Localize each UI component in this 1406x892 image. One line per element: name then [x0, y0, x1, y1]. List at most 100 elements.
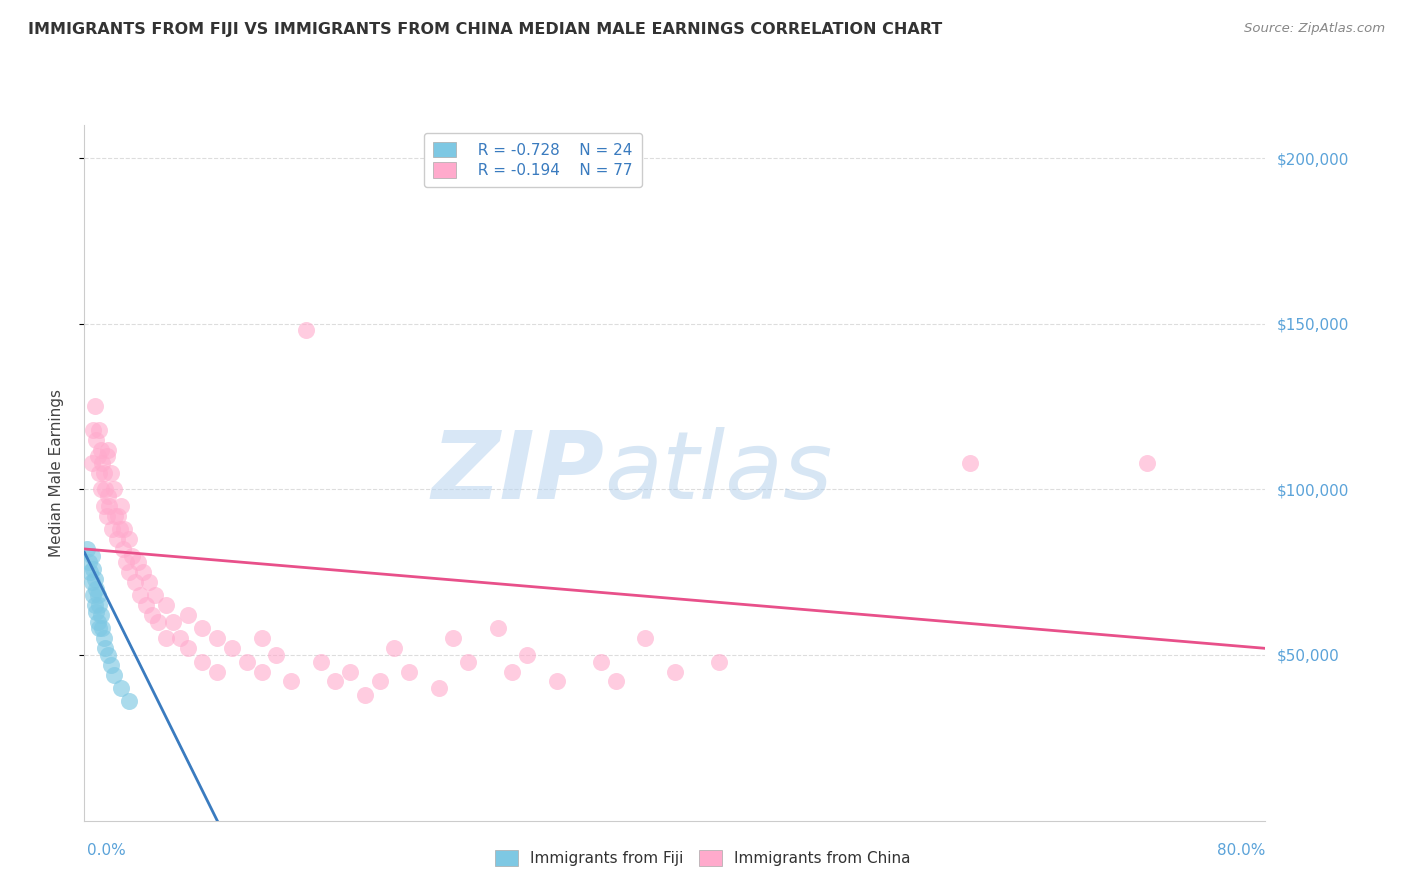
Text: 0.0%: 0.0%: [87, 843, 127, 858]
Point: [250, 632, 273, 646]
Point: [368, 674, 391, 689]
Point: [94, 641, 117, 656]
Point: [93, 499, 115, 513]
Point: [605, 674, 627, 689]
Point: [162, 615, 184, 629]
Point: [295, 323, 318, 337]
Point: [84, 582, 107, 596]
Point: [323, 674, 347, 689]
Point: [191, 655, 214, 669]
Point: [84, 605, 107, 619]
Point: [155, 632, 177, 646]
Point: [93, 466, 115, 480]
Point: [90, 483, 112, 497]
Point: [76, 541, 98, 556]
Point: [398, 665, 420, 679]
Point: [280, 674, 302, 689]
Point: [101, 522, 124, 536]
Point: [112, 522, 135, 536]
Point: [634, 632, 657, 646]
Point: [221, 641, 243, 656]
Point: [82, 423, 104, 437]
Point: [143, 588, 166, 602]
Point: [100, 657, 122, 672]
Point: [77, 555, 100, 569]
Point: [97, 648, 120, 662]
Point: [127, 555, 149, 569]
Point: [138, 575, 160, 590]
Point: [82, 588, 104, 602]
Point: [191, 622, 214, 636]
Point: [86, 615, 108, 629]
Point: [155, 599, 177, 613]
Point: [105, 532, 128, 546]
Point: [90, 608, 112, 623]
Text: atlas: atlas: [605, 427, 832, 518]
Text: ZIP: ZIP: [432, 426, 605, 519]
Point: [80, 549, 103, 563]
Point: [89, 423, 111, 437]
Point: [111, 541, 134, 556]
Point: [382, 641, 406, 656]
Point: [80, 456, 103, 470]
Text: IMMIGRANTS FROM FIJI VS IMMIGRANTS FROM CHINA MEDIAN MALE EARNINGS CORRELATION C: IMMIGRANTS FROM FIJI VS IMMIGRANTS FROM …: [28, 22, 942, 37]
Point: [486, 622, 509, 636]
Point: [441, 632, 464, 646]
Point: [114, 555, 136, 569]
Point: [501, 665, 523, 679]
Point: [118, 694, 141, 708]
Point: [516, 648, 538, 662]
Point: [709, 655, 731, 669]
Point: [118, 532, 141, 546]
Point: [108, 522, 131, 536]
Point: [141, 608, 163, 623]
Point: [959, 456, 981, 470]
Point: [80, 575, 103, 590]
Point: [94, 483, 117, 497]
Point: [83, 599, 105, 613]
Point: [93, 632, 115, 646]
Point: [89, 466, 111, 480]
Point: [591, 655, 613, 669]
Point: [664, 665, 686, 679]
Point: [250, 665, 273, 679]
Point: [89, 622, 111, 636]
Point: [96, 449, 118, 463]
Point: [83, 400, 105, 414]
Point: [121, 549, 143, 563]
Point: [91, 456, 114, 470]
Point: [91, 622, 114, 636]
Point: [135, 599, 157, 613]
Point: [100, 466, 122, 480]
Point: [89, 599, 111, 613]
Text: Source: ZipAtlas.com: Source: ZipAtlas.com: [1244, 22, 1385, 36]
Point: [427, 681, 450, 695]
Point: [97, 442, 120, 457]
Point: [103, 483, 125, 497]
Point: [98, 499, 121, 513]
Point: [86, 449, 108, 463]
Y-axis label: Median Male Earnings: Median Male Earnings: [49, 389, 63, 557]
Point: [104, 508, 127, 523]
Point: [177, 641, 200, 656]
Point: [107, 508, 129, 523]
Point: [339, 665, 361, 679]
Point: [124, 575, 146, 590]
Point: [546, 674, 568, 689]
Point: [132, 565, 155, 579]
Point: [129, 588, 152, 602]
Point: [86, 588, 108, 602]
Point: [110, 499, 132, 513]
Point: [457, 655, 479, 669]
Point: [205, 632, 228, 646]
Legend:   R = -0.728    N = 24,   R = -0.194    N = 77: R = -0.728 N = 24, R = -0.194 N = 77: [425, 133, 643, 187]
Point: [82, 562, 104, 576]
Point: [236, 655, 259, 669]
Point: [90, 442, 112, 457]
Point: [354, 688, 377, 702]
Point: [148, 615, 170, 629]
Point: [110, 681, 132, 695]
Point: [169, 632, 191, 646]
Legend: Immigrants from Fiji, Immigrants from China: Immigrants from Fiji, Immigrants from Ch…: [486, 841, 920, 875]
Point: [309, 655, 332, 669]
